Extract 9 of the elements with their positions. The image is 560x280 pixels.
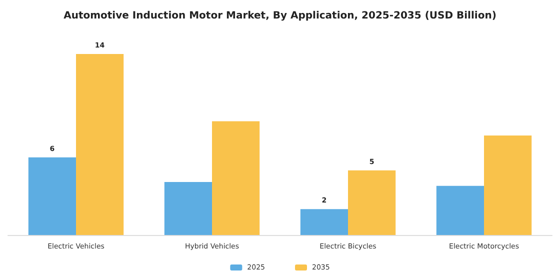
bar [348,170,396,235]
bar [28,157,76,235]
bar [436,186,484,235]
bar [484,135,532,235]
bar [164,182,212,235]
bar [76,54,124,235]
bar [212,121,260,235]
bar [300,209,348,235]
chart-title: Automotive Induction Motor Market, By Application, 2025-2035 (USD Billion) [64,10,496,22]
